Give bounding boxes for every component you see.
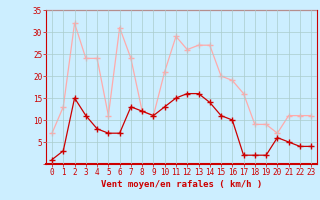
- X-axis label: Vent moyen/en rafales ( km/h ): Vent moyen/en rafales ( km/h ): [101, 180, 262, 189]
